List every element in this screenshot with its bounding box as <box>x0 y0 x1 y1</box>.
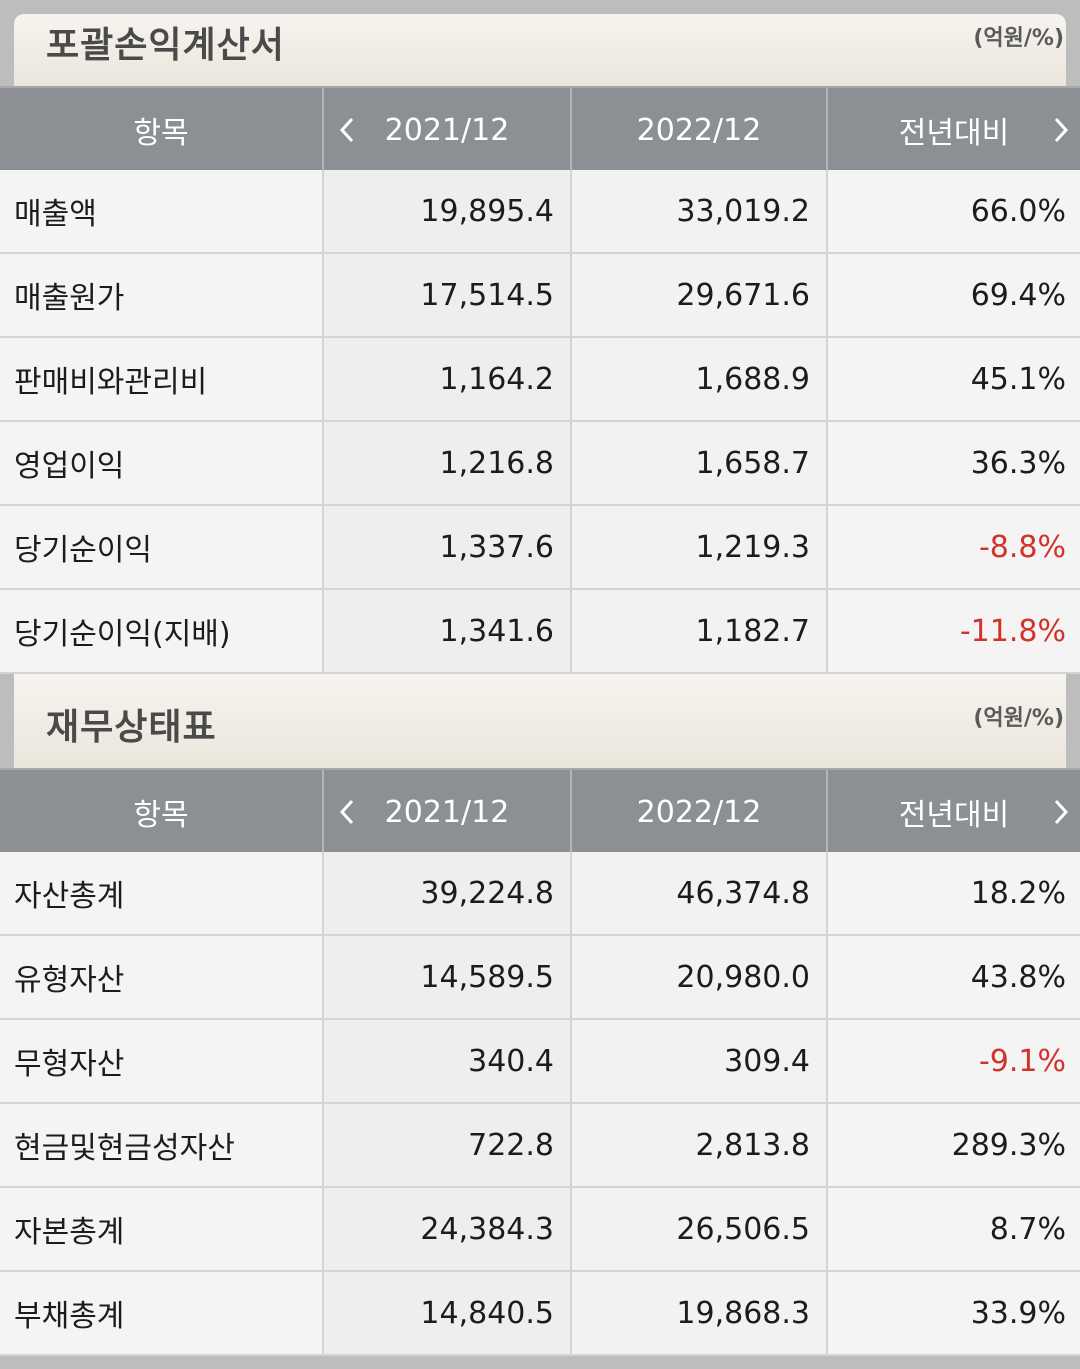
row-label: 당기순이익(지배) <box>0 590 324 672</box>
header-2021: 2021/12 <box>324 770 572 854</box>
value-2022: 33,019.2 <box>572 170 828 252</box>
value-2022: 29,671.6 <box>572 254 828 336</box>
header-item: 항목 <box>0 770 324 854</box>
table-row[interactable]: 당기순이익(지배) 1,341.6 1,182.7 -11.8% <box>0 590 1080 674</box>
value-2021: 1,337.6 <box>324 506 572 588</box>
value-yoy: 289.3% <box>828 1104 1080 1186</box>
table-row[interactable]: 영업이익 1,216.8 1,658.7 36.3% <box>0 422 1080 506</box>
value-yoy: 69.4% <box>828 254 1080 336</box>
value-2022: 1,219.3 <box>572 506 828 588</box>
balance-table-body: 자산총계 39,224.8 46,374.8 18.2% 유형자산 14,589… <box>0 852 1080 1356</box>
value-yoy: 33.9% <box>828 1272 1080 1354</box>
value-yoy: -8.8% <box>828 506 1080 588</box>
table-row[interactable]: 부채총계 14,840.5 19,868.3 33.9% <box>0 1272 1080 1356</box>
value-2021: 340.4 <box>324 1020 572 1102</box>
value-2022: 19,868.3 <box>572 1272 828 1354</box>
row-label: 무형자산 <box>0 1020 324 1102</box>
value-2021: 14,840.5 <box>324 1272 572 1354</box>
income-unit-label: (억원/%) <box>973 26 1064 51</box>
header-yoy: 전년대비 <box>828 770 1080 854</box>
table-row[interactable]: 매출액 19,895.4 33,019.2 66.0% <box>0 170 1080 254</box>
value-2022: 1,658.7 <box>572 422 828 504</box>
value-2022: 1,688.9 <box>572 338 828 420</box>
row-label: 유형자산 <box>0 936 324 1018</box>
chevron-right-icon[interactable] <box>1052 799 1070 825</box>
value-2022: 2,813.8 <box>572 1104 828 1186</box>
header-yoy: 전년대비 <box>828 88 1080 172</box>
value-2021: 19,895.4 <box>324 170 572 252</box>
table-row[interactable]: 매출원가 17,514.5 29,671.6 69.4% <box>0 254 1080 338</box>
value-2021: 24,384.3 <box>324 1188 572 1270</box>
income-section-title: 포괄손익계산서 <box>46 25 285 66</box>
value-2021: 14,589.5 <box>324 936 572 1018</box>
chevron-right-icon[interactable] <box>1052 117 1070 143</box>
income-table-body: 매출액 19,895.4 33,019.2 66.0% 매출원가 17,514.… <box>0 170 1080 674</box>
balance-section-title: 재무상태표 <box>46 707 217 748</box>
balance-table-header: 항목 2021/12 2022/12 전년대비 <box>0 768 1080 856</box>
table-row[interactable]: 무형자산 340.4 309.4 -9.1% <box>0 1020 1080 1104</box>
balance-unit-label: (억원/%) <box>973 706 1064 731</box>
header-2022: 2022/12 <box>572 770 828 854</box>
row-label: 매출액 <box>0 170 324 252</box>
income-section-header <box>14 14 1066 86</box>
header-item: 항목 <box>0 88 324 172</box>
table-row[interactable]: 자산총계 39,224.8 46,374.8 18.2% <box>0 852 1080 936</box>
value-2021: 39,224.8 <box>324 852 572 934</box>
value-2021: 722.8 <box>324 1104 572 1186</box>
chevron-left-icon[interactable] <box>338 799 356 825</box>
row-label: 현금및현금성자산 <box>0 1104 324 1186</box>
value-yoy: 66.0% <box>828 170 1080 252</box>
value-2021: 1,341.6 <box>324 590 572 672</box>
value-2021: 17,514.5 <box>324 254 572 336</box>
row-label: 당기순이익 <box>0 506 324 588</box>
table-row[interactable]: 자본총계 24,384.3 26,506.5 8.7% <box>0 1188 1080 1272</box>
value-2022: 46,374.8 <box>572 852 828 934</box>
row-label: 자본총계 <box>0 1188 324 1270</box>
row-label: 자산총계 <box>0 852 324 934</box>
value-yoy: 8.7% <box>828 1188 1080 1270</box>
table-row[interactable]: 현금및현금성자산 722.8 2,813.8 289.3% <box>0 1104 1080 1188</box>
value-yoy: -9.1% <box>828 1020 1080 1102</box>
table-row[interactable]: 당기순이익 1,337.6 1,219.3 -8.8% <box>0 506 1080 590</box>
value-2022: 1,182.7 <box>572 590 828 672</box>
table-row[interactable]: 유형자산 14,589.5 20,980.0 43.8% <box>0 936 1080 1020</box>
value-2021: 1,216.8 <box>324 422 572 504</box>
header-2022: 2022/12 <box>572 88 828 172</box>
value-2022: 20,980.0 <box>572 936 828 1018</box>
income-table-header: 항목 2021/12 2022/12 전년대비 <box>0 86 1080 174</box>
row-label: 판매비와관리비 <box>0 338 324 420</box>
header-2021: 2021/12 <box>324 88 572 172</box>
row-label: 매출원가 <box>0 254 324 336</box>
value-2021: 1,164.2 <box>324 338 572 420</box>
value-yoy: -11.8% <box>828 590 1080 672</box>
row-label: 영업이익 <box>0 422 324 504</box>
table-row[interactable]: 판매비와관리비 1,164.2 1,688.9 45.1% <box>0 338 1080 422</box>
value-yoy: 43.8% <box>828 936 1080 1018</box>
chevron-left-icon[interactable] <box>338 117 356 143</box>
row-label: 부채총계 <box>0 1272 324 1354</box>
value-2022: 26,506.5 <box>572 1188 828 1270</box>
value-yoy: 36.3% <box>828 422 1080 504</box>
balance-section-header <box>14 674 1066 768</box>
value-yoy: 45.1% <box>828 338 1080 420</box>
value-yoy: 18.2% <box>828 852 1080 934</box>
value-2022: 309.4 <box>572 1020 828 1102</box>
